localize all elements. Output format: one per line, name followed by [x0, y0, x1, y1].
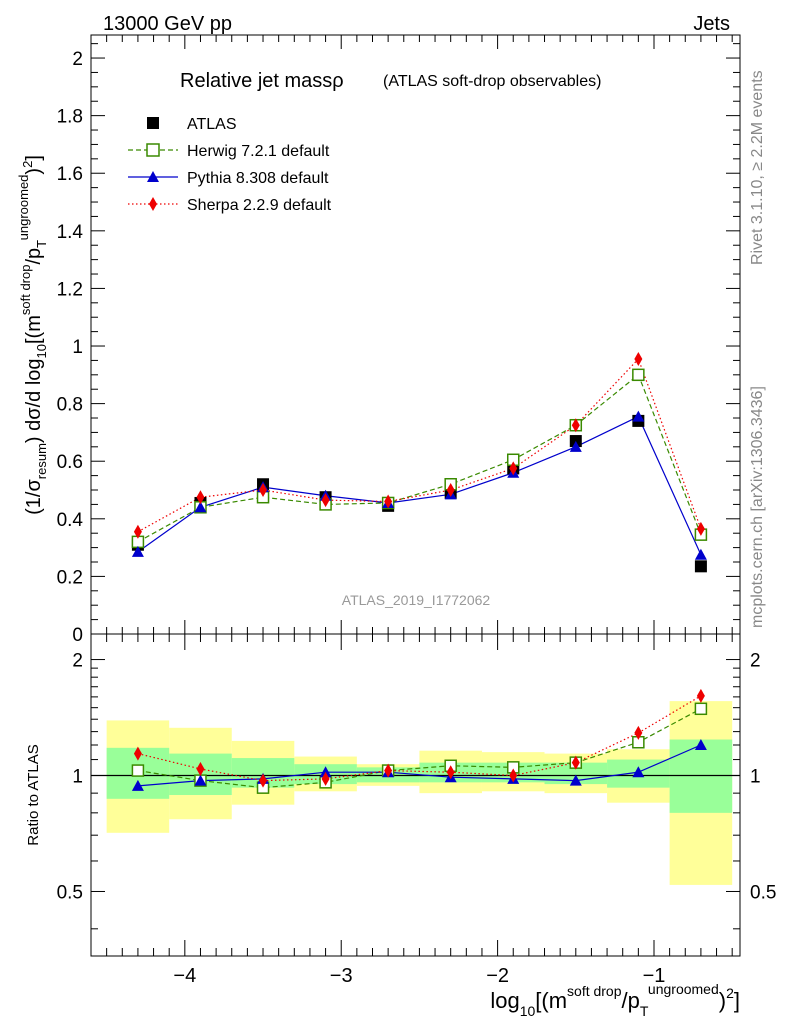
main-ytick-label: 0.4: [57, 510, 84, 531]
ratio-frame: [90, 633, 741, 957]
ratio-series-line: [137, 695, 702, 782]
main-data-point: [569, 440, 582, 452]
main-data-point: [509, 461, 518, 476]
legend-label-atlas: ATLAS: [187, 116, 237, 133]
ratio-data-point: [131, 764, 145, 777]
main-series-line: [137, 357, 702, 533]
ratio-data-point: [446, 765, 455, 780]
ratio-xtick-label: −3: [330, 965, 353, 987]
ratio-data-point: [196, 761, 205, 776]
ratio-data-point: [194, 774, 207, 786]
legend-marker-sherpa: [149, 197, 157, 211]
main-ytick-label: 0.8: [57, 395, 83, 416]
main-ytick-label: 0: [72, 625, 83, 646]
main-ytick-label: 1.4: [57, 222, 84, 243]
ratio-ytick-label: 1: [72, 767, 83, 788]
main-data-point: [131, 545, 144, 557]
main-data-point: [694, 548, 707, 560]
ratio-chart-layer: 0.5 0.5 1 1 2 2 −4 −3 −2 −1: [57, 634, 776, 987]
ratio-ylabel: Ratio to ATLAS: [25, 744, 42, 845]
legend-marker-pythia: [147, 171, 159, 182]
legend: ATLAS Herwig 7.2.1 default Pythia 8.308 …: [128, 116, 332, 214]
main-data-point: [384, 494, 393, 509]
ratio-data-point: [694, 702, 708, 716]
mcplots-info: mcplots.cern.ch [arXiv:1306.3436]: [749, 386, 766, 628]
ratio-series-line: [137, 708, 702, 789]
ratio-data-point: [694, 739, 707, 751]
ratio-data-point: [632, 766, 645, 778]
main-ytick-label: 0.2: [57, 567, 83, 588]
main-data-point: [194, 501, 207, 513]
main-data-point: [694, 560, 707, 573]
x-axis-label-text: log10[(msoft drop/pTungroomed)2]: [490, 981, 740, 1019]
ratio-data-point: [569, 774, 582, 786]
main-ylabel-text: (1/σresum) dσ/d log10[(msoft drop/pTungr…: [16, 155, 49, 515]
main-ytick-label: 1.2: [57, 279, 83, 300]
ratio-series-line: [137, 744, 702, 787]
main-ytick-label: 1.8: [57, 107, 83, 128]
main-series-line: [137, 415, 702, 556]
main-ytick-label: 2: [72, 49, 83, 70]
ratio-data-point: [259, 773, 268, 788]
ratio-data-point: [509, 768, 518, 783]
main-ylabel: (1/σresum) dσ/d log10[(msoft drop/pTungr…: [16, 155, 49, 515]
main-data-point: [696, 521, 705, 536]
header-right: Jets: [693, 13, 730, 35]
ratio-xtick-label: −2: [486, 965, 509, 987]
main-ytick-label: 1.6: [57, 164, 83, 185]
ratio-data-point: [384, 763, 393, 778]
analysis-id: ATLAS_2019_I1772062: [342, 592, 491, 608]
ratio-band-inner: [669, 739, 733, 813]
main-data-point: [259, 483, 268, 498]
ratio-ytick-label-right: 2: [750, 651, 761, 672]
legend-label-herwig: Herwig 7.2.1 default: [187, 143, 330, 160]
main-ytick-label: 1: [72, 337, 83, 358]
rivet-info: Rivet 3.1.10, ≥ 2.2M events: [749, 70, 766, 265]
main-data-point: [321, 493, 330, 508]
ratio-data-point: [571, 755, 580, 770]
x-axis-label: log10[(msoft drop/pTungroomed)2]: [490, 981, 740, 1019]
ratio-data-point: [696, 688, 705, 703]
ratio-ytick-label: 0.5: [57, 882, 83, 903]
main-data-point: [632, 410, 645, 422]
plot-title: Relative jet massρ: [180, 70, 344, 92]
legend-label-pythia: Pythia 8.308 default: [187, 170, 329, 187]
ratio-ytick-label-right: 1: [750, 767, 761, 788]
ratio-data-point: [634, 725, 643, 740]
legend-marker-atlas: [147, 117, 159, 129]
main-data-point: [571, 418, 580, 433]
main-series-line: [137, 373, 702, 543]
ratio-data-point: [321, 771, 330, 786]
legend-label-sherpa: Sherpa 2.2.9 default: [187, 197, 332, 214]
main-data-point: [634, 351, 643, 366]
ratio-xtick-label: −4: [173, 965, 196, 987]
main-data-point: [196, 490, 205, 505]
main-data-point: [446, 483, 455, 498]
plot-subtitle: (ATLAS soft-drop observables): [383, 73, 601, 90]
ratio-panel: [90, 633, 741, 957]
main-chart-layer: 0 0.2 0.4 0.6 0.8 1 1.2 1.4 1.6 1.8 2: [57, 35, 740, 646]
legend-marker-herwig: [146, 143, 160, 157]
ratio-data-point: [133, 746, 142, 761]
main-data-point: [133, 524, 142, 539]
ratio-ytick-label-right: 0.5: [750, 882, 776, 903]
ratio-data-point: [319, 766, 332, 778]
main-ytick-label: 0.6: [57, 452, 83, 473]
ratio-xtick-label: −1: [643, 965, 666, 987]
ratio-data-point: [131, 779, 144, 791]
header-left: 13000 GeV pp: [103, 13, 232, 35]
ratio-ytick-label: 2: [72, 651, 83, 672]
main-data-point: [632, 368, 645, 382]
